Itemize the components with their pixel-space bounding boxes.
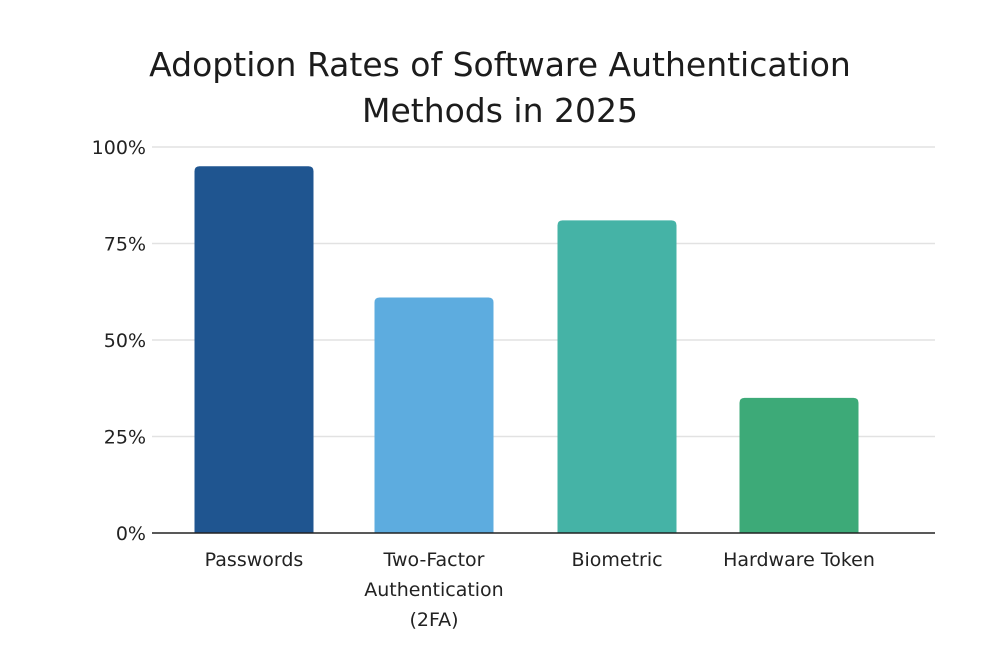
x-tick-label: Passwords: [205, 549, 304, 571]
x-tick-label: (2FA): [409, 609, 458, 631]
bar: [739, 397, 859, 533]
x-tick-label: Biometric: [571, 549, 662, 571]
y-tick-label: 50%: [104, 330, 146, 352]
bar: [557, 220, 677, 533]
y-tick-label: 100%: [92, 137, 146, 159]
bar: [194, 166, 314, 534]
x-tick-label: Authentication: [364, 579, 503, 601]
y-tick-label: 0%: [116, 523, 146, 545]
bar: [374, 297, 494, 533]
y-tick-label: 75%: [104, 234, 146, 256]
chart-title-line-2: Methods in 2025: [361, 91, 638, 130]
x-tick-label: Two-Factor: [383, 549, 485, 571]
chart-title: Adoption Rates of Software Authenticatio…: [0, 42, 1000, 134]
chart-title-line-1: Adoption Rates of Software Authenticatio…: [149, 45, 851, 84]
x-tick-label: Hardware Token: [723, 549, 875, 571]
y-tick-label: 25%: [104, 427, 146, 449]
